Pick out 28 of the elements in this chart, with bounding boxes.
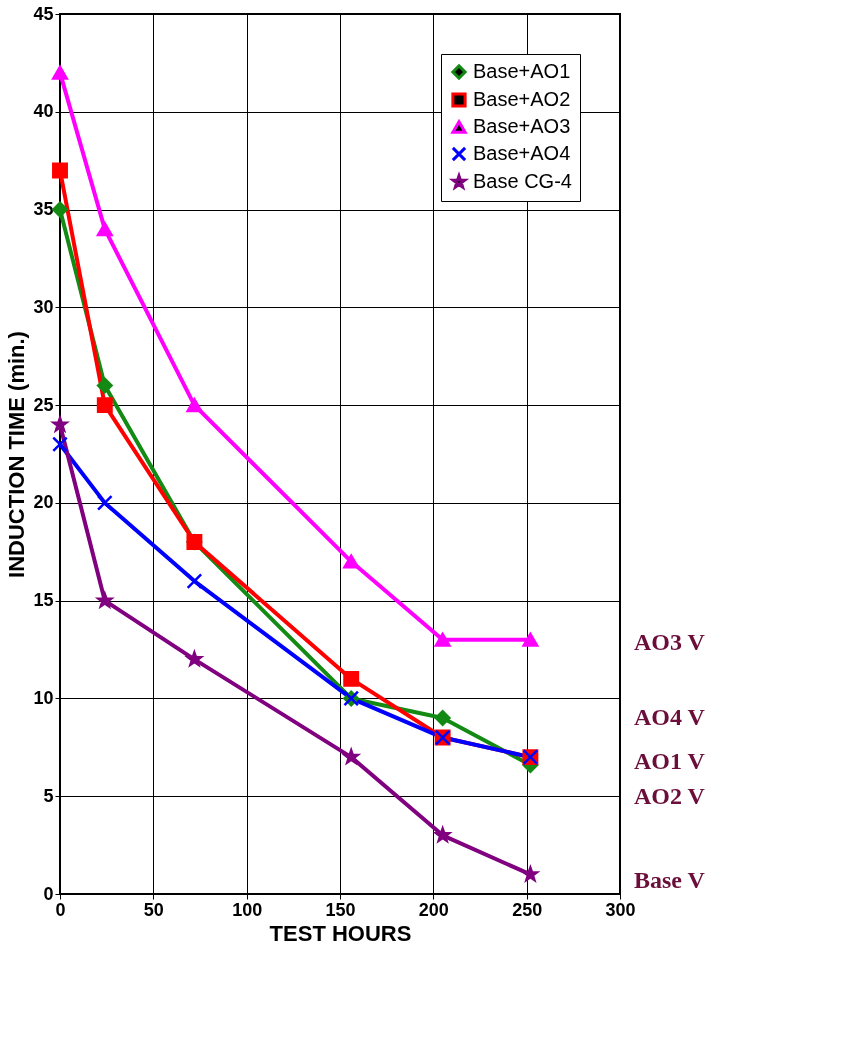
text: Base V [634, 866, 706, 893]
x-tick-label: 200 [418, 899, 449, 920]
y-tick-label: 35 [33, 199, 54, 220]
x-axis-title: TEST HOURS [269, 920, 412, 946]
y-tick-label: 30 [33, 296, 54, 317]
legend-label: Base+AO4 [473, 142, 571, 164]
x-tick-label: 150 [325, 899, 356, 920]
legend-label: Base CG-4 [473, 170, 572, 192]
legend-label: Base+AO2 [473, 88, 571, 110]
y-tick-label: 45 [33, 3, 54, 24]
x-tick-label: 50 [143, 899, 164, 920]
y-tick-label: 10 [33, 687, 54, 708]
text: AO2 V [634, 783, 706, 810]
y-tick-label: 25 [33, 394, 54, 415]
y-tick-label: 40 [33, 101, 54, 122]
text: AO1 V [634, 748, 706, 774]
legend-label: Base+AO1 [473, 60, 571, 82]
text: AO4 V [634, 704, 706, 730]
x-tick-label: 300 [605, 899, 636, 920]
text: AO3 V [634, 629, 706, 656]
y-tick-label: 15 [33, 590, 54, 611]
y-axis-title: INDUCTION TIME (min.) [4, 331, 30, 578]
y-tick-label: 20 [33, 492, 54, 513]
x-tick-label: 250 [512, 899, 543, 920]
legend-label: Base+AO3 [473, 115, 571, 137]
y-tick-label: 0 [43, 883, 54, 904]
y-tick-label: 5 [43, 785, 54, 806]
x-tick-label: 100 [232, 899, 263, 920]
